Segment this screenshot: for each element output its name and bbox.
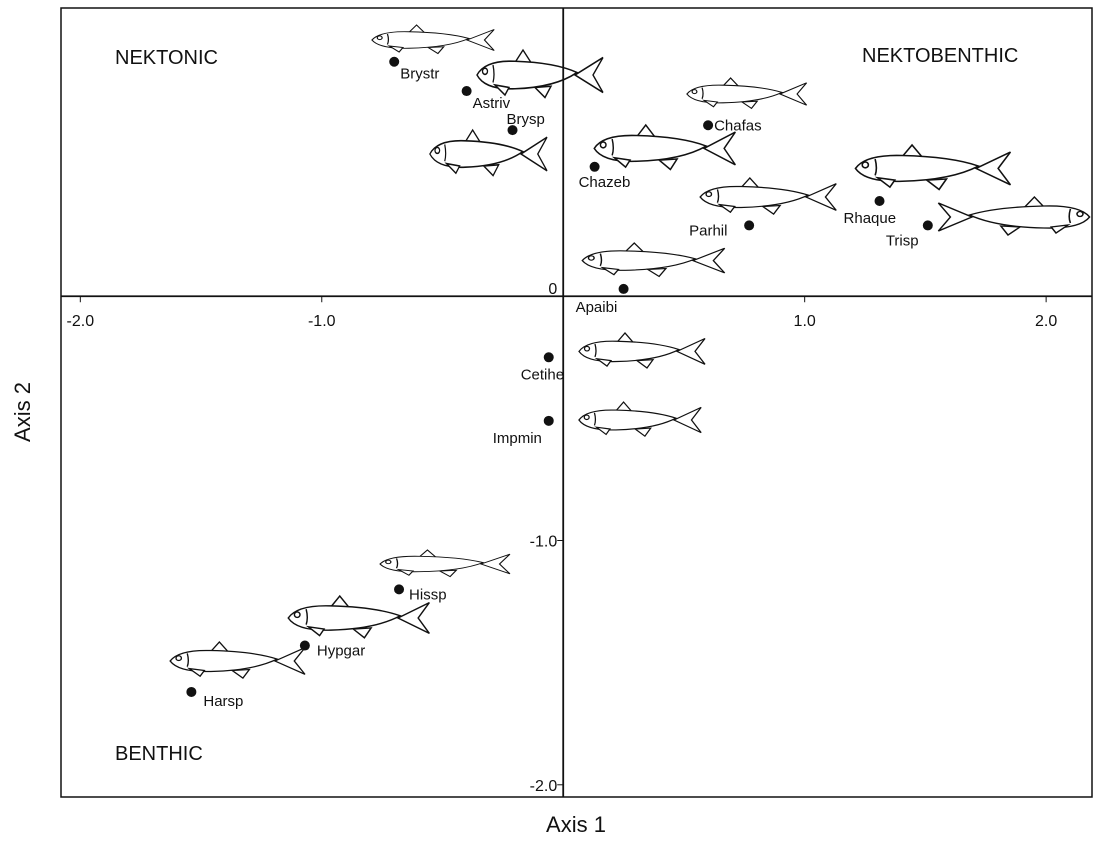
y-tick-label: -2.0 (530, 778, 558, 795)
point-label: Brysp (507, 111, 545, 128)
point-label: Chazeb (579, 174, 631, 191)
point-label: Astriv (473, 95, 511, 112)
point-label: Harsp (203, 693, 243, 710)
x-tick-label: -1.0 (308, 313, 336, 330)
plot-frame (61, 8, 1092, 797)
point (394, 584, 404, 594)
point (544, 416, 554, 426)
fish-drawings (170, 25, 1089, 678)
point (389, 57, 399, 67)
point-label: Trisp (886, 232, 919, 249)
y-tick-label: 0 (548, 281, 557, 298)
point (703, 120, 713, 130)
x-tick-label: -2.0 (67, 313, 95, 330)
point (544, 352, 554, 362)
x-tick-label: 2.0 (1035, 313, 1057, 330)
point-label: Chafas (714, 117, 762, 134)
point-label: Brystr (400, 66, 439, 83)
quadrant-label: NEKTOBENTHIC (862, 45, 1018, 67)
point-label: Impmin (493, 430, 542, 447)
point-label: Rhaque (844, 210, 897, 227)
point-label: Hissp (409, 586, 447, 603)
y-tick-label: -1.0 (530, 534, 558, 551)
point (923, 220, 933, 230)
point (619, 284, 629, 294)
point-label: Hypgar (317, 643, 365, 660)
point-label: Cetihe (521, 366, 564, 383)
point (590, 162, 600, 172)
point (462, 86, 472, 96)
point (300, 641, 310, 651)
point (186, 687, 196, 697)
point (744, 220, 754, 230)
point-label: Parhil (689, 222, 727, 239)
x-axis-title: Axis 1 (546, 812, 606, 837)
chart: NEKTONIC NEKTOBENTHIC BENTHIC Axis 1 Axi… (0, 0, 1094, 839)
y-axis-title: Axis 2 (10, 382, 35, 442)
point-label: Apaibi (576, 299, 618, 316)
quadrant-label: NEKTONIC (115, 47, 218, 69)
quadrant-label: BENTHIC (115, 743, 203, 765)
point (875, 196, 885, 206)
x-tick-label: 1.0 (794, 313, 816, 330)
